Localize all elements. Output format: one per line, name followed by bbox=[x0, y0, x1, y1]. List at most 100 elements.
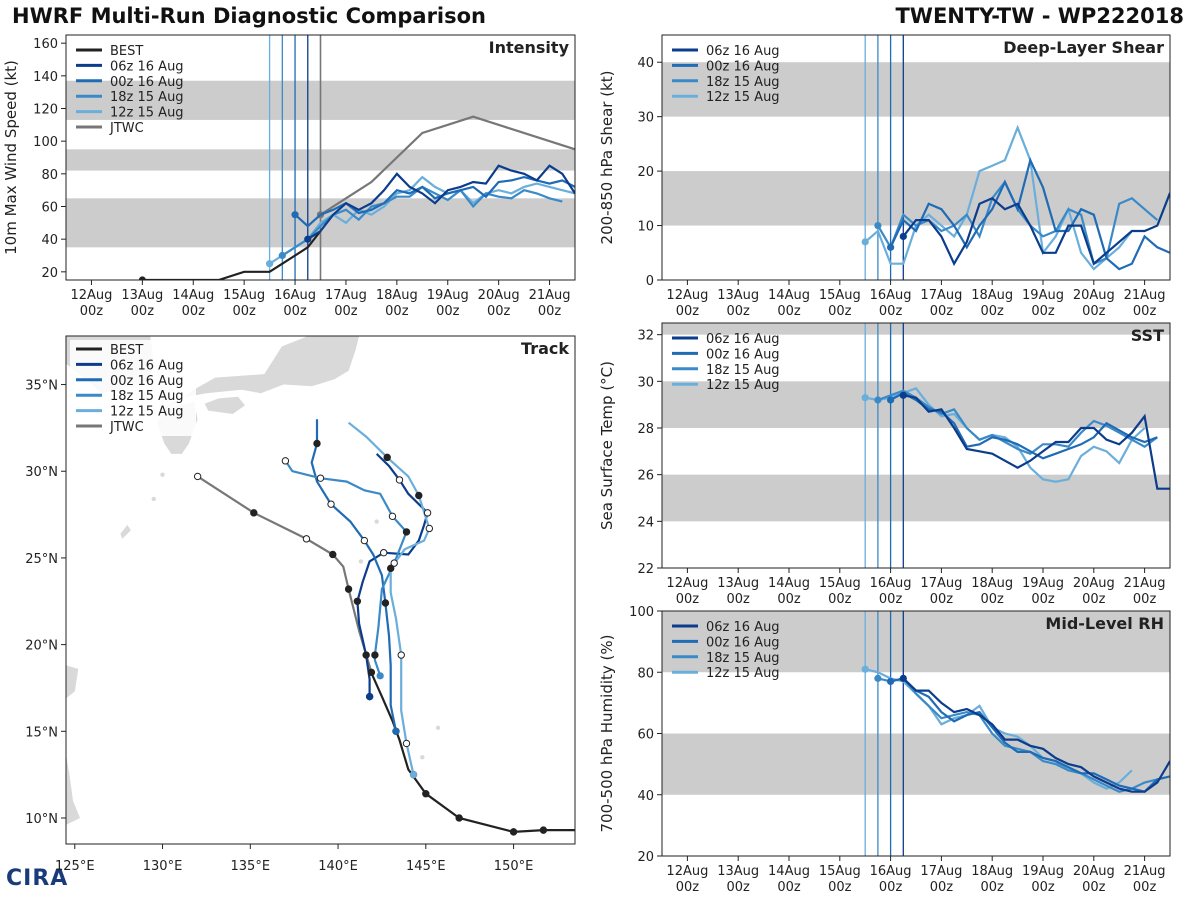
x-tick-label-hour: 00z bbox=[80, 304, 104, 319]
track-00z-16-aug bbox=[310, 419, 398, 732]
x-tick-label-day: 17Aug bbox=[920, 864, 962, 879]
page-title: HWRF Multi-Run Diagnostic Comparison bbox=[12, 4, 487, 28]
y-axis-label: 200-850 hPa Shear (kt) bbox=[598, 71, 616, 245]
track-point-00z-16-aug bbox=[313, 439, 321, 448]
y-tick-label: 140 bbox=[33, 70, 58, 85]
series-12z-15-aug bbox=[269, 175, 575, 265]
y-tick-label: 20 bbox=[41, 266, 58, 281]
x-tick-label-day: 19Aug bbox=[1022, 576, 1064, 591]
track-point-18z-15-aug bbox=[402, 528, 411, 536]
legend-label-12z-15-aug: 12z 15 Aug bbox=[110, 405, 184, 420]
x-tick-label-day: 17Aug bbox=[325, 288, 367, 303]
legend-label-18z-15-aug: 18z 15 Aug bbox=[110, 389, 184, 404]
x-tick-label-day: 21Aug bbox=[1124, 288, 1166, 303]
x-tick-label: 125°E bbox=[55, 859, 95, 874]
track-point-jtwc bbox=[329, 550, 337, 559]
legend-label-18z-15-aug: 18z 15 Aug bbox=[110, 90, 184, 105]
y-tick-label: 25°N bbox=[25, 552, 58, 567]
y-tick-label: 24 bbox=[637, 515, 654, 530]
x-tick-label-day: 15Aug bbox=[819, 864, 861, 879]
shade-band bbox=[662, 611, 1170, 673]
track-point-jtwc bbox=[302, 535, 311, 543]
series-06z-16-aug bbox=[307, 164, 575, 241]
legend-box bbox=[70, 340, 196, 436]
x-tick-label-hour: 00z bbox=[385, 304, 409, 319]
x-tick-label-day: 18Aug bbox=[376, 288, 418, 303]
init-point-06z-16-aug bbox=[899, 391, 907, 399]
x-tick-label-hour: 00z bbox=[727, 304, 751, 319]
panel-intensity: 12Aug00z13Aug00z14Aug00z15Aug00z16Aug00z… bbox=[2, 34, 576, 319]
series-18z-15-aug bbox=[877, 389, 1158, 455]
legend-label-12z-15-aug: 12z 15 Aug bbox=[706, 90, 780, 105]
x-tick-label-day: 18Aug bbox=[971, 576, 1013, 591]
track-start-06z-16-aug bbox=[366, 693, 374, 701]
legend-label-00z-16-aug: 00z 16 Aug bbox=[706, 59, 780, 74]
y-tick-label: 20°N bbox=[25, 639, 58, 654]
x-tick-label-day: 12Aug bbox=[70, 288, 112, 303]
x-tick-label-day: 19Aug bbox=[427, 288, 469, 303]
x-tick-label-hour: 00z bbox=[676, 592, 700, 607]
x-tick-label-day: 21Aug bbox=[529, 288, 571, 303]
x-tick-label-day: 12Aug bbox=[666, 288, 708, 303]
series-06z-16-aug bbox=[902, 192, 1170, 267]
shade-band bbox=[662, 323, 1170, 335]
series-06z-16-aug bbox=[903, 394, 1170, 490]
x-tick-label-day: 18Aug bbox=[971, 864, 1013, 879]
track-point-best bbox=[509, 828, 518, 836]
y-axis-label: Sea Surface Temp (°C) bbox=[598, 361, 616, 530]
y-tick-label: 20 bbox=[637, 850, 654, 865]
x-tick-label-hour: 00z bbox=[487, 304, 511, 319]
init-point-12z-15-aug bbox=[861, 665, 869, 673]
y-axis-label: 10m Max Wind Speed (kt) bbox=[2, 60, 20, 255]
panel-title: Mid-Level RH bbox=[1045, 614, 1164, 633]
x-tick-label-day: 15Aug bbox=[819, 576, 861, 591]
x-tick-label-hour: 00z bbox=[930, 592, 954, 607]
x-tick-label: 150°E bbox=[494, 859, 534, 874]
track-12z-15-aug bbox=[347, 421, 431, 775]
legend-label-12z-15-aug: 12z 15 Aug bbox=[706, 666, 780, 681]
y-tick-label: 10°N bbox=[25, 812, 58, 827]
y-tick-label: 20 bbox=[637, 165, 654, 180]
track-point-06z-16-aug bbox=[379, 549, 388, 557]
track-start-00z-16-aug bbox=[392, 727, 400, 735]
cira-logo: CIRA bbox=[6, 866, 69, 891]
x-tick-label-hour: 00z bbox=[334, 304, 358, 319]
series-best bbox=[142, 230, 322, 280]
y-tick-label: 60 bbox=[637, 728, 654, 743]
x-tick-label-hour: 00z bbox=[828, 880, 852, 895]
series-18z-15-aug bbox=[877, 677, 1158, 793]
track-point-jtwc bbox=[193, 472, 202, 481]
island bbox=[358, 559, 364, 564]
init-point-best bbox=[138, 276, 146, 280]
panel-title: Deep-Layer Shear bbox=[1003, 38, 1164, 57]
x-tick-label-day: 12Aug bbox=[666, 576, 708, 591]
x-tick-label-day: 15Aug bbox=[819, 288, 861, 303]
x-tick-label-hour: 00z bbox=[828, 592, 852, 607]
land-mass bbox=[120, 525, 131, 539]
legend-label-12z-15-aug: 12z 15 Aug bbox=[706, 378, 780, 393]
legend-label-00z-16-aug: 00z 16 Aug bbox=[110, 374, 184, 389]
y-tick-label: 100 bbox=[33, 135, 58, 150]
x-tick-label-day: 19Aug bbox=[1022, 288, 1064, 303]
y-tick-label: 80 bbox=[41, 168, 58, 183]
island bbox=[374, 519, 379, 524]
y-tick-label: 60 bbox=[41, 201, 58, 216]
x-tick-label-hour: 00z bbox=[981, 592, 1005, 607]
x-tick-label-day: 20Aug bbox=[1073, 288, 1115, 303]
panel-shear: 12Aug00z13Aug00z14Aug00z15Aug00z16Aug00z… bbox=[598, 34, 1171, 319]
x-tick-label-hour: 00z bbox=[1031, 304, 1055, 319]
init-point-18z-15-aug bbox=[278, 251, 286, 260]
x-tick-label-hour: 00z bbox=[283, 304, 307, 319]
init-point-06z-16-aug bbox=[304, 235, 312, 243]
track-06z-16-aug bbox=[356, 453, 429, 697]
init-point-12z-15-aug bbox=[266, 260, 274, 268]
track-point-18z-15-aug bbox=[388, 512, 397, 521]
track-point-00z-16-aug bbox=[327, 500, 335, 508]
y-tick-label: 22 bbox=[637, 562, 654, 577]
y-axis-label: 700-500 hPa Humidity (%) bbox=[598, 634, 616, 832]
axes-frame bbox=[661, 322, 1171, 569]
panel-sst: 12Aug00z13Aug00z14Aug00z15Aug00z16Aug00z… bbox=[598, 322, 1171, 607]
x-tick-label-hour: 00z bbox=[727, 880, 751, 895]
track-point-jtwc bbox=[367, 668, 376, 677]
island bbox=[435, 725, 441, 731]
